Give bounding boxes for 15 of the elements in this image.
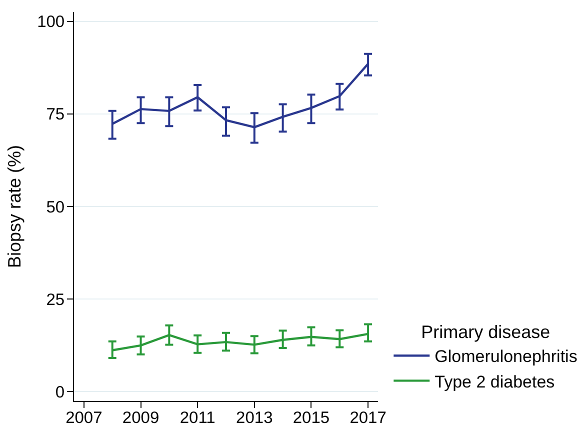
y-tick-label: 50	[46, 198, 65, 216]
y-tick-label: 75	[46, 106, 65, 124]
y-axis-title: Biopsy rate (%)	[4, 144, 24, 268]
x-tick-label: 2017	[350, 408, 386, 425]
legend-label: Glomerulonephritis	[434, 347, 578, 366]
x-tick-label: 2009	[122, 408, 160, 425]
y-tick-label: 0	[55, 384, 65, 402]
y-tick-label: 100	[37, 13, 65, 32]
x-tick-label: 2007	[66, 408, 102, 425]
legend-label: Type 2 diabetes	[434, 372, 555, 392]
legend-title: Primary disease	[421, 322, 550, 342]
x-tick-label: 2011	[180, 408, 216, 425]
x-tick-label: 2013	[236, 408, 273, 425]
y-tick-label: 25	[46, 290, 65, 309]
x-tick-label: 2015	[292, 408, 330, 425]
